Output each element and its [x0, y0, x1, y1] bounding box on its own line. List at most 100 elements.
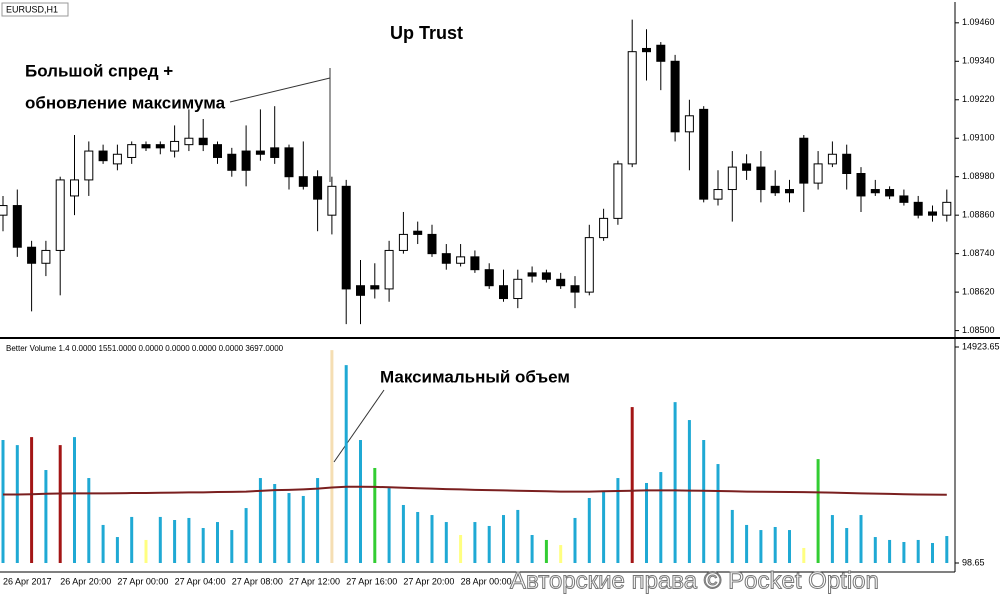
candle-body [127, 144, 137, 158]
x-tick-label: 27 Apr 16:00 [346, 576, 397, 586]
volume-bar [115, 537, 119, 563]
candle-body [298, 176, 308, 187]
candle-body [556, 278, 566, 287]
candle-body [341, 185, 351, 290]
candle-body [170, 140, 180, 152]
candle-body [799, 137, 809, 184]
volume-bar [888, 539, 892, 563]
candle-body [356, 285, 365, 296]
candle-body [785, 189, 794, 194]
volume-bar [430, 515, 434, 563]
candle-body [470, 256, 480, 271]
volume-bar [616, 478, 620, 563]
x-tick-label: 27 Apr 00:00 [117, 576, 168, 586]
candle-body [12, 205, 22, 248]
candle-body [370, 285, 380, 290]
candle-body [613, 163, 623, 219]
candle-body [398, 233, 408, 251]
annotation-leader [229, 77, 331, 103]
average-line [3, 485, 947, 496]
candle-body [384, 249, 394, 290]
candle-body [227, 153, 237, 171]
candle-body [627, 51, 637, 165]
volume-bar [459, 535, 463, 563]
volume-bar [158, 516, 162, 563]
volume-bar [945, 536, 949, 563]
candle-body [599, 217, 609, 239]
candle-body [484, 269, 494, 287]
volume-bar [730, 509, 734, 563]
candle-body [742, 163, 752, 171]
volume-bar [301, 495, 305, 563]
x-tick-label: 28 Apr 00:00 [461, 576, 512, 586]
annotation-leader [333, 389, 385, 463]
volume-bar [316, 478, 320, 563]
volume-bar [444, 522, 448, 563]
watermark: Авторские права © Pocket Option [510, 567, 879, 594]
volume-bar [359, 440, 362, 563]
volume-bar [716, 464, 720, 563]
volume-bar [387, 488, 391, 563]
y-tick-label: 1.09340 [962, 56, 995, 66]
volume-bar [602, 492, 606, 563]
y-tick-label: 98.65 [962, 557, 985, 567]
x-tick-label: 26 Apr 20:00 [60, 576, 111, 586]
volume-bar [344, 365, 348, 563]
candle-body [770, 185, 780, 194]
annotation: Большой спред + [25, 61, 173, 80]
volume-bar [916, 539, 920, 563]
volume-bar [58, 445, 62, 563]
x-tick-label: 27 Apr 20:00 [403, 576, 454, 586]
candle-body [41, 249, 51, 264]
candle-body [656, 44, 666, 62]
candle-body [885, 189, 895, 197]
volume-bar [130, 516, 134, 563]
volume-bar [15, 445, 19, 563]
volume-bar [101, 524, 105, 563]
volume-bar [559, 545, 563, 563]
candle-body [141, 144, 151, 149]
candle-body [313, 176, 323, 200]
volume-bar [373, 467, 377, 563]
volume-bar [173, 519, 177, 563]
volume-bar [287, 493, 291, 563]
candle-body [70, 179, 79, 197]
candle-body [441, 253, 451, 264]
candle-body [198, 137, 208, 146]
volume-bar [273, 484, 277, 563]
candle-body [670, 60, 680, 133]
volume-bar [745, 524, 749, 563]
candle-body [928, 211, 937, 216]
volume-bar [659, 472, 663, 563]
volume-bar [859, 515, 863, 563]
candle-body [456, 256, 466, 264]
candle-body [413, 230, 423, 235]
x-tick-label: 26 Apr 2017 [3, 576, 52, 586]
volume-bar [573, 517, 577, 563]
candle-body [856, 173, 866, 197]
candle-body [827, 153, 837, 165]
candle-body [327, 185, 337, 216]
candle-body [942, 201, 952, 216]
x-tick-label: 27 Apr 08:00 [232, 576, 283, 586]
volume-bar [630, 407, 634, 563]
volume-bar [544, 539, 548, 563]
volume-bar [244, 508, 248, 563]
volume-bar [773, 526, 777, 563]
volume-bar [73, 437, 76, 563]
candle-body [513, 278, 523, 300]
y-tick-label: 14923.65 [962, 341, 1000, 351]
candle-body [527, 272, 537, 277]
volume-bar [187, 517, 191, 563]
volume-bar [673, 402, 677, 563]
candle-body [27, 246, 37, 264]
volume-bar [802, 547, 806, 563]
candle-body [899, 195, 909, 203]
volume-bar [645, 482, 648, 563]
candle-body [284, 147, 294, 178]
candle-body [255, 150, 265, 155]
volume-bar [873, 537, 877, 563]
